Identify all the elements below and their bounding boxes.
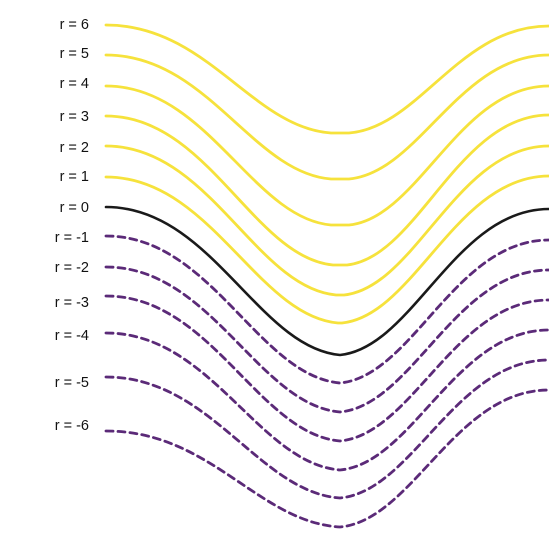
curve-label-r-5: r = 5 [60,46,89,62]
curve-r-1 [104,174,549,325]
curve-label-r-2: r = 2 [60,140,89,156]
curve-r-4 [104,84,549,227]
curve-label-r-6: r = 6 [60,17,89,33]
curve-r-0 [104,205,549,357]
labels-layer: r = 6 r = 5 r = 4 r = 3 r = 2 r = 1 r = 0 r = -… [55,17,89,434]
curve-r-5 [104,53,549,181]
curve-r-minus-6 [104,388,549,529]
curve-label-r-minus-6: r = -6 [55,418,89,434]
curve-r-2 [104,144,549,297]
curve-r-minus-2 [104,265,549,414]
curve-label-r-minus-2: r = -2 [55,260,89,276]
curve-label-r-minus-5: r = -5 [55,375,89,391]
curve-r-minus-3 [104,294,549,443]
curve-label-r-minus-1: r = -1 [55,230,89,246]
curve-label-r-4: r = 4 [60,76,89,92]
curve-r-minus-5 [104,358,549,500]
curve-label-r-0: r = 0 [60,200,89,216]
curve-label-r-minus-3: r = -3 [55,295,89,311]
curve-r-minus-1 [104,234,549,385]
curves-layer [104,23,549,529]
curve-r-minus-4 [104,328,549,472]
curve-label-r-1: r = 1 [60,169,89,185]
curve-label-r-minus-4: r = -4 [55,328,89,344]
curve-r-6 [104,23,549,135]
curve-label-r-3: r = 3 [60,109,89,125]
curve-r-3 [104,113,549,267]
